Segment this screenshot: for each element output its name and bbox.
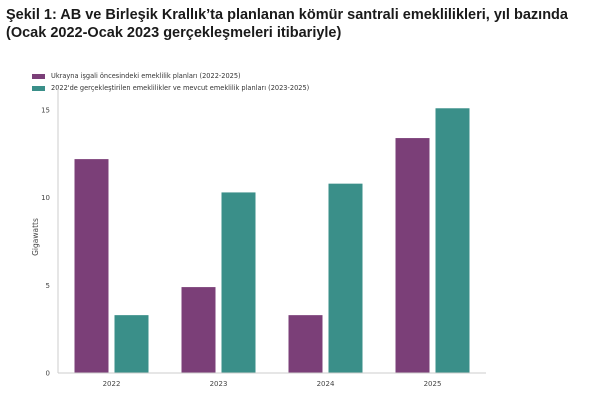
bar-series-2-2023 <box>221 192 256 373</box>
x-axis: 2022 2023 2024 2025 <box>58 372 486 388</box>
bars-group <box>74 108 470 373</box>
legend-swatch-series-1 <box>32 73 45 79</box>
bar-series-1-2023 <box>181 287 216 373</box>
x-tick-label-2024: 2024 <box>317 380 335 388</box>
y-tick-label-15: 15 <box>41 107 50 115</box>
x-tick-label-2023: 2023 <box>210 380 228 388</box>
legend-item-series-2: 2022'de gerçekleştirilen emeklilikler ve… <box>32 82 309 94</box>
legend-item-series-1: Ukrayna işgali öncesindeki emeklilik pla… <box>32 70 309 82</box>
chart-title: Şekil 1: AB ve Birleşik Krallık’ta planl… <box>6 6 606 42</box>
bar-series-2-2025 <box>435 108 470 373</box>
y-axis: 0 5 10 15 <box>41 88 59 378</box>
x-tick-label-2022: 2022 <box>103 380 121 388</box>
legend-label-series-1: Ukrayna işgali öncesindeki emeklilik pla… <box>51 72 241 80</box>
legend-swatch-series-2 <box>32 85 45 91</box>
chart-legend: Ukrayna işgali öncesindeki emeklilik pla… <box>32 70 309 94</box>
x-tick-label-2025: 2025 <box>424 380 442 388</box>
chart-title-line2: (Ocak 2022-Ocak 2023 gerçekleşmeleri iti… <box>6 25 342 41</box>
bar-series-2-2024 <box>328 183 363 373</box>
y-tick-label-5: 5 <box>46 282 50 290</box>
bar-series-1-2022 <box>74 159 109 373</box>
bar-series-1-2025 <box>395 138 430 373</box>
bar-series-1-2024 <box>288 315 323 373</box>
y-tick-label-10: 10 <box>41 194 50 202</box>
y-axis-title: Gigawatts <box>31 218 40 256</box>
chart-title-line1: Şekil 1: AB ve Birleşik Krallık’ta planl… <box>6 7 568 23</box>
legend-label-series-2: 2022'de gerçekleştirilen emeklilikler ve… <box>51 84 310 92</box>
bar-series-2-2022 <box>114 315 149 373</box>
y-tick-label-0: 0 <box>46 370 50 378</box>
